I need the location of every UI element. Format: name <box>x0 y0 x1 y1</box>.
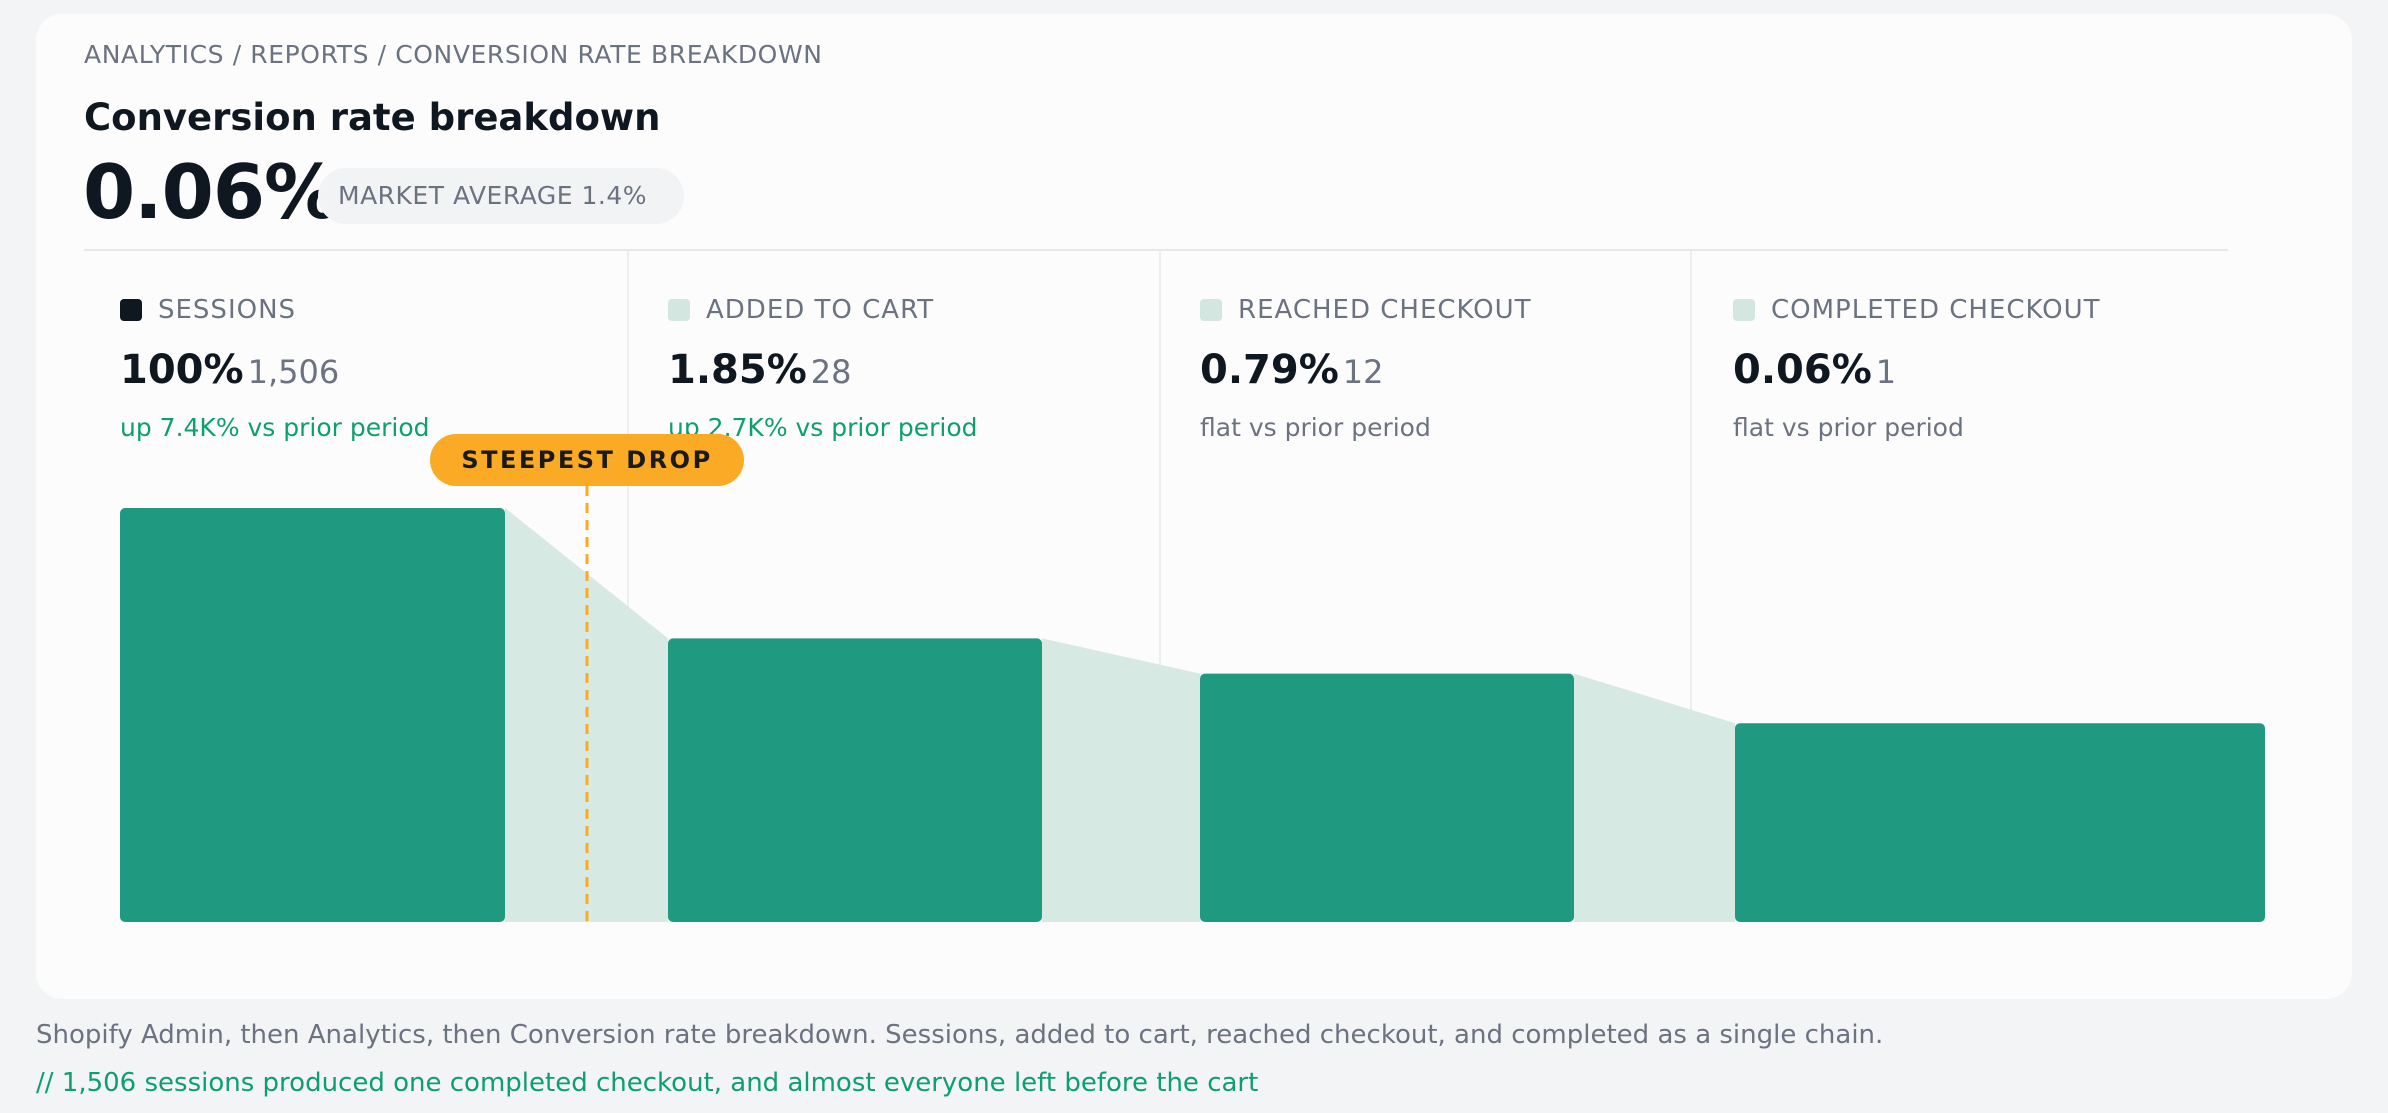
stage-count: 1,506 <box>247 353 340 391</box>
stage-label: ADDED TO CART <box>706 295 935 325</box>
insight-note: // 1,506 sessions produced one completed… <box>36 1068 1259 1098</box>
legend-swatch <box>1200 299 1222 321</box>
steepest-drop-badge: STEEPEST DROP <box>430 434 744 486</box>
stage-change: flat vs prior period <box>1733 413 1964 442</box>
stage-label: COMPLETED CHECKOUT <box>1771 295 2101 325</box>
column-divider <box>1159 251 1161 909</box>
funnel-bar-completed-checkout[interactable] <box>1735 723 2265 922</box>
column-divider <box>627 251 629 909</box>
market-average-badge: MARKET AVERAGE 1.4% <box>318 168 684 224</box>
stage-count: 1 <box>1875 353 1897 391</box>
stage-change: flat vs prior period <box>1200 413 1431 442</box>
legend-swatch <box>120 299 142 321</box>
stage-percent: 0.79% <box>1200 347 1339 393</box>
stage-percent: 1.85% <box>668 347 807 393</box>
funnel-connector <box>1574 673 1735 922</box>
breadcrumb[interactable]: ANALYTICS / REPORTS / CONVERSION RATE BR… <box>84 40 823 69</box>
header-divider <box>84 249 2228 251</box>
legend-swatch <box>668 299 690 321</box>
funnel-bar-reached-checkout[interactable] <box>1200 673 1574 922</box>
page-title: Conversion rate breakdown <box>84 96 661 139</box>
stage-percent: 0.06% <box>1733 347 1872 393</box>
stage-percent: 100% <box>120 347 244 393</box>
legend-swatch <box>1733 299 1755 321</box>
funnel-bar-added-to-cart[interactable] <box>668 638 1042 922</box>
column-divider <box>1690 251 1692 909</box>
stage-change: up 7.4K% vs prior period <box>120 413 430 442</box>
headline-conversion-rate: 0.06% <box>83 148 339 236</box>
stage-count: 28 <box>810 353 852 391</box>
funnel-bar-sessions[interactable] <box>120 508 505 922</box>
stage-count: 12 <box>1342 353 1384 391</box>
stage-label: REACHED CHECKOUT <box>1238 295 1532 325</box>
stage-label: SESSIONS <box>158 295 297 325</box>
funnel-connector <box>1042 638 1200 922</box>
caption: Shopify Admin, then Analytics, then Conv… <box>36 1020 1884 1050</box>
